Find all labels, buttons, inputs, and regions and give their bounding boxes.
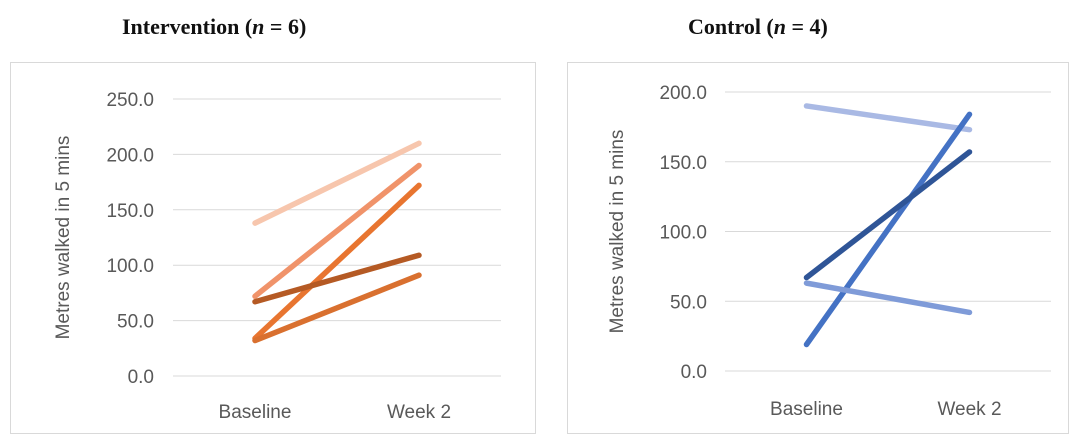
chart-panel-intervention: 0.0 50.0 100.0 150.0 200.0 250.0 Metres walked… — [10, 62, 536, 434]
intervention-y-tick-label: 150.0 — [106, 201, 154, 222]
chart-control: 0.0 50.0 100.0 150.0 200.0 Metres walked in 5… — [607, 83, 1051, 420]
control-y-tick-label: 100.0 — [659, 223, 707, 244]
chart-intervention: 0.0 50.0 100.0 150.0 200.0 250.0 Metres walked… — [53, 90, 501, 423]
intervention-x-tick-label: Baseline — [219, 402, 292, 423]
control-x-tick-label: Baseline — [770, 399, 843, 420]
intervention-y-tick-label: 250.0 — [106, 90, 154, 111]
intervention-series-line-4 — [252, 252, 422, 305]
control-y-tick-label: 200.0 — [659, 83, 707, 104]
intervention-series-line-3 — [252, 182, 422, 342]
control-series-line-2 — [803, 111, 973, 348]
intervention-x-tick-label: Week 2 — [387, 402, 451, 423]
intervention-y-axis-label: Metres walked in 5 mins — [53, 136, 74, 340]
control-series-line-4 — [803, 280, 973, 316]
chart-title-intervention: Intervention (n = 6) — [122, 14, 307, 39]
control-series-line-1 — [803, 103, 973, 133]
intervention-y-tick-label: 200.0 — [106, 145, 154, 166]
control-series-line-3 — [803, 149, 973, 281]
intervention-series-line-5 — [252, 272, 422, 344]
intervention-y-tick-label: 0.0 — [128, 367, 154, 388]
chart-panel-control: 0.0 50.0 100.0 150.0 200.0 Metres walked in 5… — [567, 62, 1069, 434]
control-y-tick-label: 50.0 — [670, 292, 707, 313]
control-y-tick-label: 0.0 — [681, 362, 707, 383]
control-y-axis-label: Metres walked in 5 mins — [607, 130, 628, 334]
intervention-y-tick-label: 50.0 — [117, 312, 154, 333]
intervention-series-line-1 — [252, 140, 422, 226]
intervention-series-line-2 — [252, 162, 422, 299]
control-y-tick-label: 150.0 — [659, 153, 707, 174]
chart-title-control: Control (n = 4) — [688, 14, 828, 39]
control-x-tick-label: Week 2 — [937, 399, 1001, 420]
intervention-y-tick-label: 100.0 — [106, 256, 154, 277]
